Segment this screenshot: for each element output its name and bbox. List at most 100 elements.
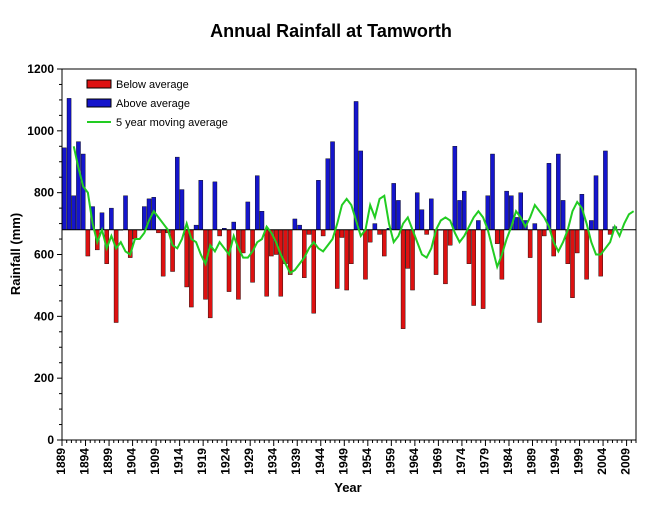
bar-below	[574, 229, 580, 254]
bar-below	[160, 229, 166, 277]
x-tick-label: 1989	[524, 448, 538, 475]
bar-below	[542, 229, 547, 237]
bar-below	[283, 229, 288, 264]
bar-above	[62, 147, 67, 230]
bar-below	[250, 229, 255, 283]
x-tick-label: 1994	[548, 448, 562, 475]
x-tick-label: 1909	[148, 448, 162, 475]
x-tick-label: 1949	[336, 448, 350, 475]
bar-below	[466, 229, 472, 264]
bar-below	[349, 229, 354, 264]
bar-above	[198, 180, 204, 230]
bar-above	[546, 163, 552, 230]
x-tick-label: 1974	[454, 448, 468, 475]
bar-below	[410, 229, 415, 291]
bar-below	[334, 229, 340, 289]
x-tick-label: 1959	[383, 448, 397, 475]
bar-above	[325, 158, 331, 230]
bar-above	[490, 153, 495, 230]
y-axis-title: Rainfall (mm)	[8, 213, 23, 295]
bar-below	[184, 229, 189, 288]
bar-above	[259, 211, 265, 230]
bar-above	[316, 180, 321, 230]
bar-below	[570, 229, 575, 298]
x-tick-label: 1939	[289, 448, 303, 475]
bar-above	[396, 200, 401, 230]
bar-above	[391, 183, 396, 230]
bar-above	[457, 200, 462, 230]
chart-title: Annual Rainfall at Tamworth	[210, 21, 452, 41]
bar-above	[109, 207, 114, 230]
bar-above	[71, 195, 77, 230]
bar-above	[231, 221, 236, 230]
x-tick-label: 1924	[219, 448, 233, 475]
bar-above	[193, 224, 199, 230]
x-tick-label: 1944	[313, 448, 327, 475]
bar-below	[443, 229, 448, 285]
bar-below	[240, 229, 246, 254]
bar-above	[593, 175, 599, 230]
bar-below	[400, 229, 406, 329]
bar-above	[358, 150, 364, 230]
bar-above	[429, 198, 434, 230]
y-axis: 0 200 400 600 800 1000 1200	[27, 62, 62, 447]
bar-above	[560, 200, 566, 230]
y-tick-label: 600	[34, 248, 54, 262]
bar-above	[80, 153, 86, 230]
x-tick-label: 1934	[266, 448, 280, 475]
x-tick-label: 1889	[54, 448, 68, 475]
legend-below-swatch	[86, 79, 112, 89]
bar-below	[480, 229, 486, 309]
bar-above	[532, 223, 538, 230]
bar-below	[236, 229, 241, 300]
bar-above	[603, 150, 608, 230]
bar-below	[85, 229, 91, 257]
bar-above	[452, 146, 458, 230]
bar-above	[76, 141, 81, 230]
x-tick-label: 1984	[501, 448, 515, 475]
y-tick-label: 800	[34, 186, 54, 200]
x-tick-label: 1954	[360, 448, 374, 475]
y-tick-label: 400	[34, 309, 54, 323]
bar-above	[123, 195, 128, 230]
bar-below	[377, 229, 382, 235]
moving-average-line	[72, 146, 635, 275]
bar-above	[66, 98, 72, 230]
legend-above-label: Above average	[116, 98, 190, 110]
bar-above	[179, 189, 185, 230]
bar-below	[226, 229, 232, 292]
bar-above	[589, 220, 594, 230]
bar-above	[297, 224, 302, 230]
x-tick-label: 1904	[125, 448, 139, 475]
bar-above	[556, 153, 561, 230]
bar-below	[527, 229, 533, 258]
x-tick-label: 1999	[572, 448, 586, 475]
y-tick-label: 1000	[27, 124, 54, 138]
x-tick-label: 2004	[595, 448, 609, 475]
legend: Below average Above average 5 year movin…	[86, 79, 228, 129]
bar-below	[132, 229, 138, 240]
bar-below	[537, 229, 542, 323]
bar-above	[175, 156, 180, 230]
x-tick-label: 2009	[619, 448, 633, 475]
bar-below	[189, 229, 194, 308]
bar-below	[494, 229, 500, 244]
bar-below	[170, 229, 175, 272]
x-tick-label: 1919	[195, 448, 209, 475]
x-axis: 1889 1894 1899 1904 1909 1914 1919 1924 1929 1934…	[54, 440, 637, 475]
bar-below	[424, 229, 429, 235]
bar-above	[245, 201, 251, 230]
y-tick-label: 1200	[27, 62, 54, 76]
x-tick-label: 1914	[172, 448, 186, 475]
bar-below	[367, 229, 373, 243]
bar-above	[462, 190, 467, 230]
bar-below	[471, 229, 476, 306]
bar-above	[353, 101, 359, 230]
bar-above	[254, 175, 260, 230]
x-axis-title: Year	[334, 480, 361, 495]
bar-below	[217, 229, 222, 237]
x-tick-label: 1929	[242, 448, 256, 475]
bar-above	[419, 209, 425, 230]
bar-above	[518, 192, 523, 230]
